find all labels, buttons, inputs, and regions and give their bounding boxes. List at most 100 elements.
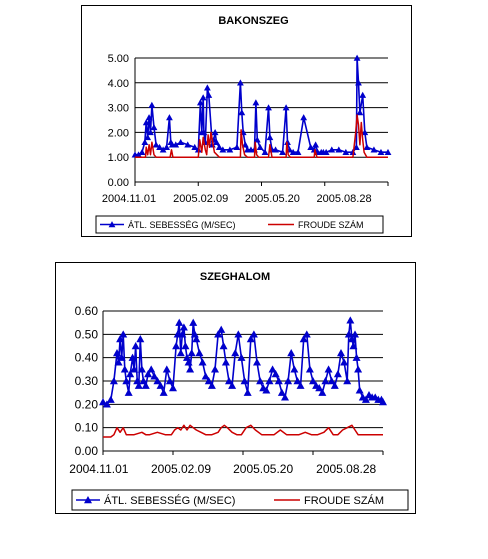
- y-tick-label: 0.60: [75, 304, 99, 318]
- data-point-velocity: [238, 109, 246, 116]
- data-point-velocity: [315, 384, 324, 392]
- data-point-velocity: [296, 381, 305, 389]
- data-point-velocity: [145, 114, 153, 121]
- data-point-velocity: [184, 141, 192, 148]
- data-point-velocity: [349, 342, 358, 350]
- data-point-velocity: [305, 365, 314, 373]
- data-point-velocity: [179, 323, 188, 331]
- data-point-velocity: [120, 365, 129, 373]
- data-point-velocity: [150, 124, 158, 131]
- data-point-velocity: [141, 138, 149, 146]
- data-point-velocity: [361, 395, 370, 403]
- data-point-velocity: [241, 141, 249, 148]
- data-point-velocity: [133, 377, 142, 385]
- y-tick-label: 0.40: [75, 351, 99, 365]
- data-point-velocity: [219, 146, 227, 153]
- data-point-velocity: [379, 398, 387, 406]
- data-point-velocity: [207, 381, 216, 389]
- data-point-velocity: [355, 79, 362, 86]
- data-point-velocity: [130, 365, 139, 373]
- data-point-velocity: [253, 136, 261, 143]
- data-point-velocity: [99, 398, 107, 406]
- chart-title: BAKONSZEG: [218, 15, 288, 27]
- data-point-velocity: [122, 377, 131, 385]
- data-point-velocity: [176, 349, 185, 357]
- series-line-froude: [103, 424, 383, 438]
- data-point-velocity: [184, 358, 193, 366]
- data-point-velocity: [126, 370, 135, 378]
- data-point-velocity: [150, 372, 159, 380]
- data-point-velocity: [384, 148, 392, 155]
- data-point-velocity: [299, 335, 308, 343]
- data-point-velocity: [277, 388, 286, 396]
- legend-box: [95, 215, 384, 234]
- x-tick-label: 2005.08.28: [316, 462, 376, 476]
- data-point-velocity: [128, 353, 137, 361]
- data-point-velocity: [200, 129, 208, 136]
- data-point-velocity: [327, 377, 336, 385]
- data-point-velocity: [165, 377, 174, 385]
- data-point-velocity: [204, 377, 213, 385]
- data-point-velocity: [271, 370, 280, 378]
- data-point-velocity: [300, 114, 308, 121]
- data-point-velocity: [187, 349, 196, 357]
- data-point-velocity: [324, 365, 333, 373]
- data-point-velocity: [215, 143, 223, 150]
- data-point-velocity: [353, 54, 361, 61]
- y-tick-label: 0.10: [75, 421, 99, 435]
- data-point-velocity: [225, 377, 233, 385]
- y-tick-label: 0.30: [75, 374, 99, 388]
- x-tick-label: 2005.05.20: [233, 462, 293, 476]
- data-point-velocity: [290, 365, 299, 373]
- data-point-velocity: [131, 342, 140, 350]
- data-point-velocity: [175, 318, 184, 326]
- legend-label-velocity: ÁTL. SEBESSÉG (M/SEC): [104, 494, 235, 507]
- data-point-velocity: [186, 365, 195, 373]
- data-point-velocity: [328, 146, 336, 153]
- data-point-velocity: [252, 99, 260, 106]
- data-point-velocity: [284, 377, 293, 385]
- data-point-velocity: [148, 101, 156, 108]
- data-point-velocity: [172, 141, 180, 148]
- data-point-velocity: [272, 146, 279, 153]
- data-point-velocity: [293, 377, 302, 385]
- data-point-velocity: [262, 386, 271, 394]
- data-point-velocity: [138, 148, 146, 155]
- data-point-velocity: [333, 370, 342, 378]
- data-point-velocity: [344, 330, 353, 338]
- data-point-velocity: [135, 151, 142, 158]
- series-line-velocity: [135, 57, 388, 156]
- data-point-velocity: [106, 395, 115, 403]
- legend-marker-velocity: [84, 496, 92, 504]
- data-point-velocity: [351, 330, 359, 338]
- data-point-velocity: [109, 377, 118, 385]
- legend-box: [71, 489, 409, 511]
- data-point-velocity: [377, 148, 385, 155]
- y-tick-label: 5.00: [108, 53, 129, 65]
- data-point-velocity: [196, 99, 204, 106]
- data-point-velocity: [159, 146, 167, 153]
- chart-title: SZEGHALOM: [200, 271, 270, 283]
- data-point-velocity: [201, 372, 210, 380]
- x-tick-label: 2004.11.01: [69, 462, 128, 476]
- data-point-velocity: [294, 148, 302, 155]
- chart-panel-szeghalom: SZEGHALOM 0.00 0.10 0.20 0.30 0.40 0.50 0.60 200…: [55, 262, 416, 514]
- data-point-velocity: [231, 349, 240, 357]
- data-point-velocity: [119, 330, 128, 338]
- data-point-velocity: [237, 353, 246, 361]
- data-point-velocity: [253, 358, 261, 366]
- data-point-velocity: [172, 342, 181, 350]
- data-point-velocity: [268, 365, 277, 373]
- data-point-velocity: [178, 330, 187, 338]
- data-point-velocity: [335, 146, 343, 153]
- data-point-velocity: [249, 330, 258, 338]
- series-line-velocity: [102, 319, 384, 406]
- data-point-velocity: [240, 377, 249, 385]
- data-point-velocity: [199, 94, 207, 101]
- data-point-velocity: [330, 381, 339, 389]
- data-point-velocity: [343, 377, 352, 385]
- data-point-velocity: [228, 381, 237, 389]
- data-point-velocity: [156, 143, 163, 150]
- data-point-velocity: [163, 143, 171, 150]
- data-point-velocity: [211, 365, 219, 373]
